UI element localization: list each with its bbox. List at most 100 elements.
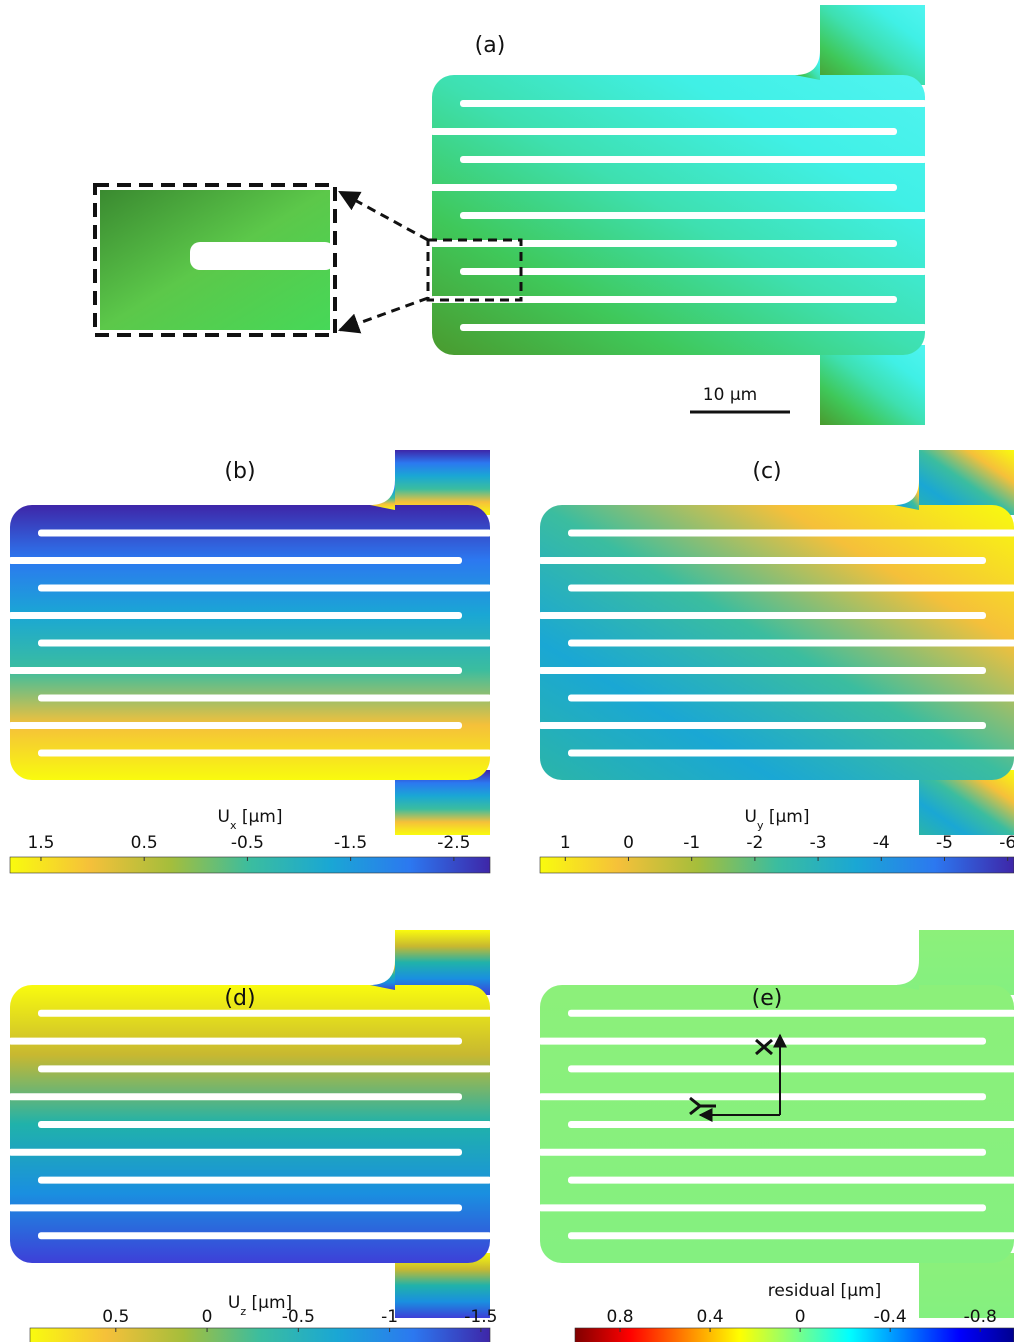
colorbar-tick-label: 0: [623, 833, 634, 853]
slit: [430, 184, 897, 191]
slit: [538, 1204, 986, 1211]
colorbar-tick-label: -3: [810, 833, 827, 853]
colorbar-tick-label: -2.5: [437, 833, 470, 853]
colorbar-label: Ux [μm]: [217, 807, 282, 832]
slit: [568, 1177, 1014, 1184]
corner: [894, 480, 919, 510]
slit: [568, 585, 1014, 592]
slit: [8, 722, 462, 729]
slit: [8, 1038, 462, 1045]
panel-label: (d): [224, 986, 255, 1011]
slit: [568, 1010, 1014, 1017]
slit: [460, 324, 927, 331]
colorbar: [540, 857, 1014, 873]
corner: [795, 50, 820, 80]
colorbar-label-part: [μm]: [769, 807, 810, 827]
slit: [538, 722, 986, 729]
slit: [8, 667, 462, 674]
slit: [568, 530, 1014, 537]
slit: [8, 1204, 462, 1211]
gap: [8, 979, 373, 985]
corner: [370, 480, 395, 510]
slit: [8, 1093, 462, 1100]
colorbar-tick-label: -4: [873, 833, 890, 853]
colorbar-label-part: U: [228, 1293, 240, 1313]
colorbar-tick-label: -1: [683, 833, 700, 853]
colorbar-tick-label: -0.8: [964, 1307, 997, 1327]
colorbar-tick-label: -0.5: [282, 1307, 315, 1327]
slit: [568, 1232, 1014, 1239]
colorbar-tick-label: -2: [746, 833, 763, 853]
colorbar-tick-label: -0.5: [231, 833, 264, 853]
colorbar-tick-label: -5: [936, 833, 953, 853]
panel-label: (e): [752, 986, 783, 1011]
colorbar-tick-label: -0.4: [874, 1307, 907, 1327]
slit: [538, 612, 986, 619]
slit: [460, 100, 927, 107]
slit: [38, 1010, 492, 1017]
colorbar-tick-label: 1: [560, 833, 571, 853]
displacement-map: [8, 450, 492, 835]
slit: [538, 557, 986, 564]
corner: [370, 960, 395, 990]
panel-label: (a): [475, 33, 506, 58]
colorbar-label-part: U: [744, 807, 756, 827]
gap: [430, 69, 798, 75]
slit: [8, 612, 462, 619]
colorbar-label-part: U: [217, 807, 229, 827]
slit: [538, 667, 986, 674]
corner: [894, 960, 919, 990]
slit: [460, 212, 927, 219]
colorbar: [10, 857, 490, 873]
zoom-arrow: [340, 192, 428, 240]
scale-bar-label: 10 μm: [703, 385, 757, 405]
colorbar-tick-label: 0.5: [102, 1307, 129, 1327]
colorbar-tick-label: 0.5: [131, 833, 158, 853]
slit: [38, 640, 492, 647]
slit: [538, 1093, 986, 1100]
colorbar-label: residual [μm]: [768, 1281, 881, 1301]
colorbar-tick-label: -1.5: [464, 1307, 497, 1327]
colorbar: [575, 1328, 1014, 1342]
slit: [38, 750, 492, 757]
gap: [8, 499, 373, 505]
slit: [38, 530, 492, 537]
colorbar-tick-label: 0.8: [607, 1307, 634, 1327]
pad: [820, 5, 925, 85]
panel-label: (c): [752, 459, 781, 484]
slit: [38, 695, 492, 702]
colorbar-tick-label: 0: [202, 1307, 213, 1327]
slit: [38, 585, 492, 592]
colorbar-tick-label: 1.5: [27, 833, 54, 853]
slit: [8, 1149, 462, 1156]
slit: [38, 1177, 492, 1184]
slit: [38, 1065, 492, 1072]
zoom-arrow: [340, 298, 428, 330]
colorbar-tick-label: -1: [381, 1307, 398, 1327]
slit: [568, 1121, 1014, 1128]
gap: [538, 979, 897, 985]
slit: [568, 640, 1014, 647]
slit: [8, 557, 462, 564]
colorbar-label-part: residual [μm]: [768, 1281, 881, 1301]
slit: [38, 1232, 492, 1239]
inset-slit: [190, 242, 335, 270]
colorbar-label: Uy [μm]: [744, 807, 809, 832]
slit: [568, 750, 1014, 757]
slit: [460, 156, 927, 163]
slit: [430, 128, 897, 135]
panel-label: (b): [224, 459, 255, 484]
slit: [460, 268, 927, 275]
colorbar-tick-label: 0: [795, 1307, 806, 1327]
micrograph: [430, 5, 927, 425]
figure: (a) 10 μm (b) Ux [μm] 1.5 0.5 -0.5 -1.5 -2.5 (c) U…: [0, 0, 1014, 1342]
colorbar-label-part: [μm]: [242, 807, 283, 827]
slit: [568, 1065, 1014, 1072]
colorbar-tick-label: 0.4: [697, 1307, 724, 1327]
slit: [568, 695, 1014, 702]
pad: [820, 345, 925, 425]
slit: [430, 240, 897, 247]
displacement-map: [538, 450, 1014, 835]
slit: [538, 1149, 986, 1156]
colorbar-tick-label: -6: [999, 833, 1014, 853]
